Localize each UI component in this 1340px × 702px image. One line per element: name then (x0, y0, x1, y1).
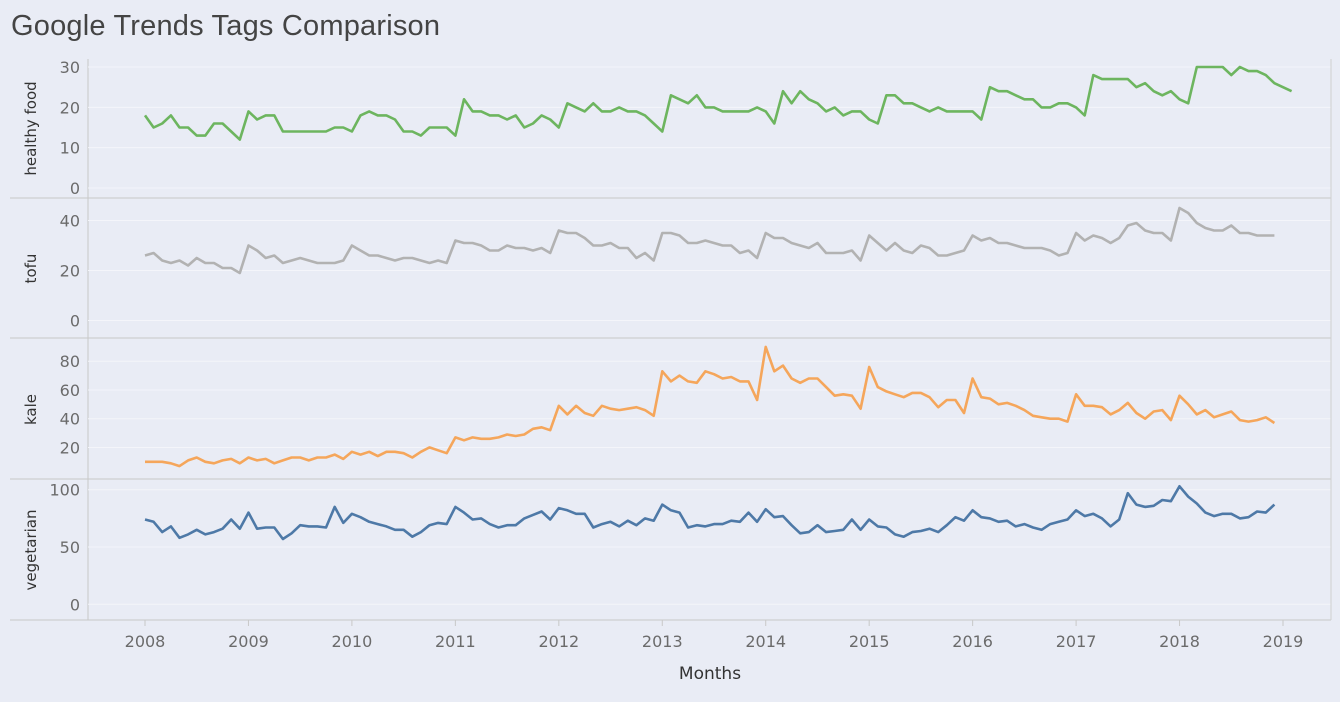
panel-vegetarian: 0 50 100 vegetarian (10, 481, 1331, 621)
series-line-kale (145, 345, 1276, 468)
y-tick-label: 80 (60, 352, 80, 371)
y-tick-label: 20 (60, 98, 80, 117)
x-tick-label: 2016 (952, 632, 993, 651)
y-tick-label: 0 (70, 179, 80, 198)
x-tick-label: 2017 (1056, 632, 1097, 651)
panel-healthy-food: 0 10 20 30 healthy food (10, 58, 1331, 199)
x-tick-label: 2010 (332, 632, 373, 651)
y-axis-label: vegetarian (22, 510, 40, 591)
y-axis-label: healthy food (22, 81, 40, 175)
y-tick-label: 0 (70, 312, 80, 331)
series-line-healthy-food (143, 65, 1293, 141)
x-tick-label: 2018 (1159, 632, 1200, 651)
x-tick-label: 2019 (1263, 632, 1304, 651)
x-tick-label: 2013 (642, 632, 683, 651)
y-tick-label: 100 (49, 481, 80, 500)
y-axis-label: tofu (22, 254, 40, 284)
chart-title: Google Trends Tags Comparison (11, 10, 441, 42)
y-tick-label: 40 (60, 212, 80, 231)
x-tick-label: 2008 (125, 632, 166, 651)
x-tick-label: 2011 (435, 632, 476, 651)
panel-kale: 20 40 60 80 kale (10, 345, 1331, 480)
y-tick-label: 40 (60, 410, 80, 429)
x-tick-label: 2009 (228, 632, 269, 651)
y-axis-label: kale (22, 394, 40, 425)
x-tick-label: 2015 (849, 632, 890, 651)
x-axis-label: Months (679, 664, 741, 684)
panel-tofu: 0 20 40 tofu (10, 206, 1331, 339)
y-tick-label: 10 (60, 139, 80, 158)
panels: 0 10 20 30 healthy food 0 20 40 tofu 20 40 60 80 kale… (10, 58, 1332, 621)
series-line-vegetarian (144, 484, 1276, 541)
x-axis: 2008 2009 2010 2011 2012 2013 2014 2015 2016 2017… (125, 620, 1304, 651)
x-tick-label: 2012 (538, 632, 579, 651)
y-tick-label: 20 (60, 438, 80, 457)
y-tick-label: 20 (60, 262, 80, 281)
y-tick-label: 0 (70, 595, 80, 614)
y-tick-label: 30 (60, 58, 80, 77)
y-tick-label: 50 (60, 538, 80, 557)
x-tick-label: 2014 (745, 632, 786, 651)
y-tick-label: 60 (60, 381, 80, 400)
series-line-tofu (144, 206, 1275, 275)
